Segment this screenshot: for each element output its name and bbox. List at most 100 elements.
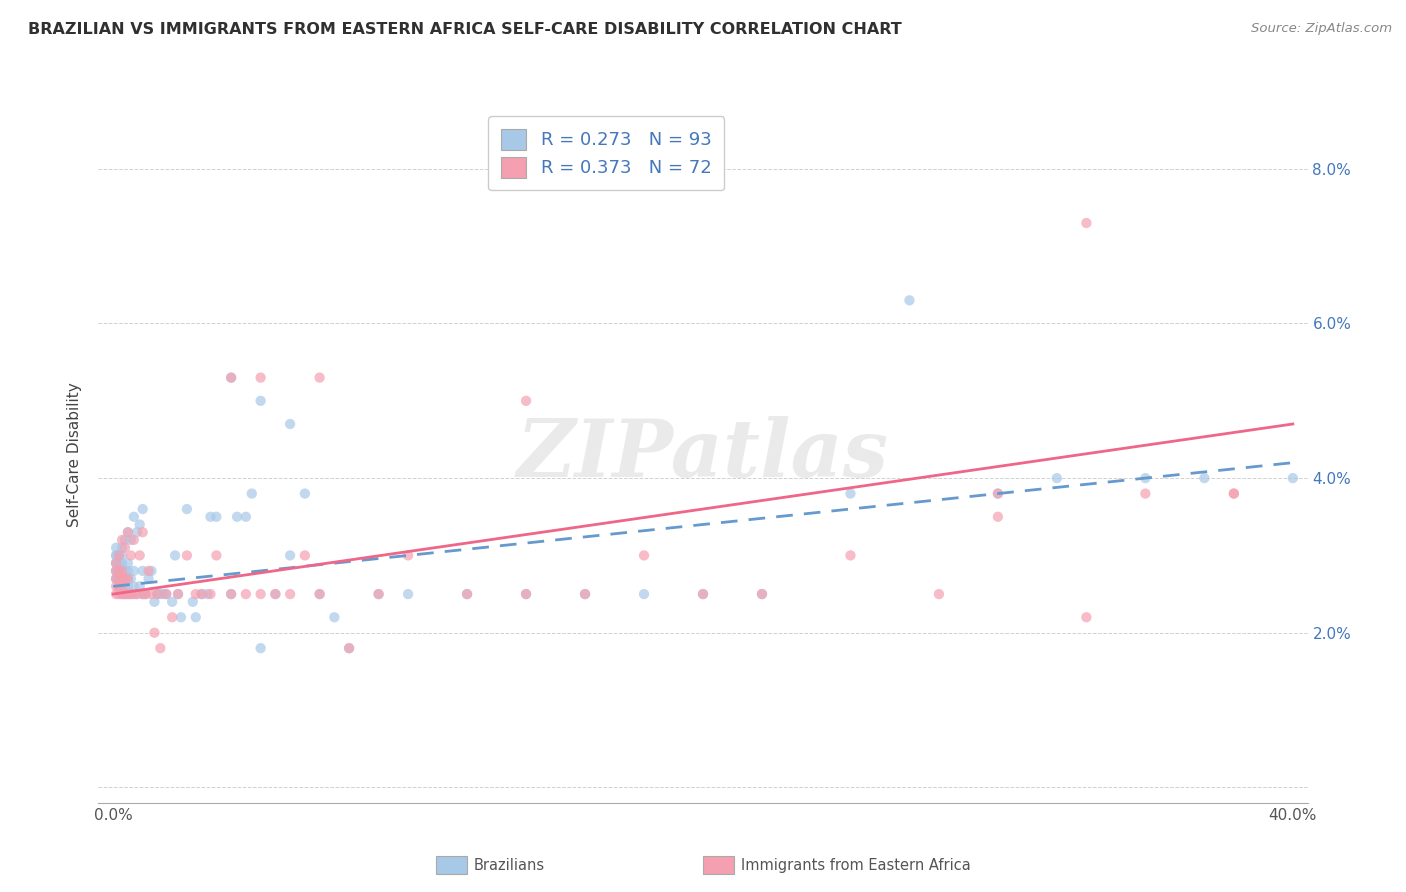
Point xyxy=(240,486,263,500)
Point xyxy=(165,549,187,563)
Point xyxy=(117,564,139,578)
Point xyxy=(111,579,134,593)
Point xyxy=(987,486,1010,500)
Point xyxy=(456,587,478,601)
Point xyxy=(108,549,131,563)
Point xyxy=(396,587,419,601)
Point xyxy=(138,564,160,578)
Point xyxy=(898,293,921,308)
Point xyxy=(111,556,134,570)
Point xyxy=(226,509,249,524)
Point xyxy=(205,509,228,524)
Point xyxy=(105,572,128,586)
Point xyxy=(117,587,139,601)
Point xyxy=(131,587,153,601)
Point xyxy=(111,579,134,593)
Point xyxy=(117,525,139,540)
Point xyxy=(108,579,131,593)
Point xyxy=(839,486,862,500)
Point xyxy=(120,549,142,563)
Point xyxy=(143,625,166,640)
Point xyxy=(120,587,142,601)
Point xyxy=(181,595,204,609)
Point xyxy=(308,370,330,384)
Point xyxy=(367,587,389,601)
Point xyxy=(105,541,128,555)
Point xyxy=(249,393,271,408)
Point xyxy=(751,587,773,601)
Point xyxy=(219,370,242,384)
Point xyxy=(117,525,139,540)
Point xyxy=(105,587,128,601)
Point xyxy=(122,587,145,601)
Point xyxy=(131,564,153,578)
Point xyxy=(105,556,128,570)
Point xyxy=(574,587,596,601)
Point xyxy=(105,572,128,586)
Text: Immigrants from Eastern Africa: Immigrants from Eastern Africa xyxy=(741,858,970,872)
Point xyxy=(125,587,148,601)
Point xyxy=(122,509,145,524)
Point xyxy=(633,549,655,563)
Point xyxy=(515,587,537,601)
Point xyxy=(928,587,950,601)
Legend: R = 0.273   N = 93, R = 0.373   N = 72: R = 0.273 N = 93, R = 0.373 N = 72 xyxy=(488,116,724,190)
Text: ZIPatlas: ZIPatlas xyxy=(517,417,889,493)
Point xyxy=(105,572,128,586)
Point xyxy=(114,541,136,555)
Point xyxy=(633,587,655,601)
Text: Source: ZipAtlas.com: Source: ZipAtlas.com xyxy=(1251,22,1392,36)
Point xyxy=(135,587,157,601)
Point xyxy=(149,641,172,656)
Point xyxy=(117,572,139,586)
Point xyxy=(114,587,136,601)
Point xyxy=(200,587,222,601)
Point xyxy=(135,587,157,601)
Point xyxy=(692,587,714,601)
Point xyxy=(155,587,177,601)
Point xyxy=(176,502,198,516)
Point xyxy=(141,564,163,578)
Point xyxy=(131,525,153,540)
Point xyxy=(219,587,242,601)
Point xyxy=(111,587,134,601)
Point xyxy=(120,572,142,586)
Point xyxy=(105,549,128,563)
Point xyxy=(149,587,172,601)
Point xyxy=(278,587,301,601)
Point xyxy=(111,572,134,586)
Point xyxy=(278,549,301,563)
Point xyxy=(515,393,537,408)
Point xyxy=(184,610,207,624)
Point xyxy=(249,641,271,656)
Point xyxy=(1076,216,1098,230)
Point xyxy=(1223,486,1246,500)
Point xyxy=(1223,486,1246,500)
Point xyxy=(108,579,131,593)
Point xyxy=(114,572,136,586)
Point xyxy=(264,587,287,601)
Point xyxy=(146,587,169,601)
Point xyxy=(122,564,145,578)
Point xyxy=(170,610,193,624)
Point xyxy=(105,556,128,570)
Point xyxy=(1046,471,1069,485)
Point xyxy=(122,533,145,547)
Point xyxy=(120,587,142,601)
Point xyxy=(138,572,160,586)
Point xyxy=(114,572,136,586)
Point xyxy=(117,556,139,570)
Point xyxy=(167,587,190,601)
Point xyxy=(114,564,136,578)
Point xyxy=(235,509,257,524)
Point xyxy=(128,549,150,563)
Point xyxy=(146,587,169,601)
Point xyxy=(176,549,198,563)
Point xyxy=(125,525,148,540)
Point xyxy=(337,641,360,656)
Point xyxy=(152,587,174,601)
Point xyxy=(1135,471,1157,485)
Point xyxy=(117,572,139,586)
Point xyxy=(456,587,478,601)
Point xyxy=(108,564,131,578)
